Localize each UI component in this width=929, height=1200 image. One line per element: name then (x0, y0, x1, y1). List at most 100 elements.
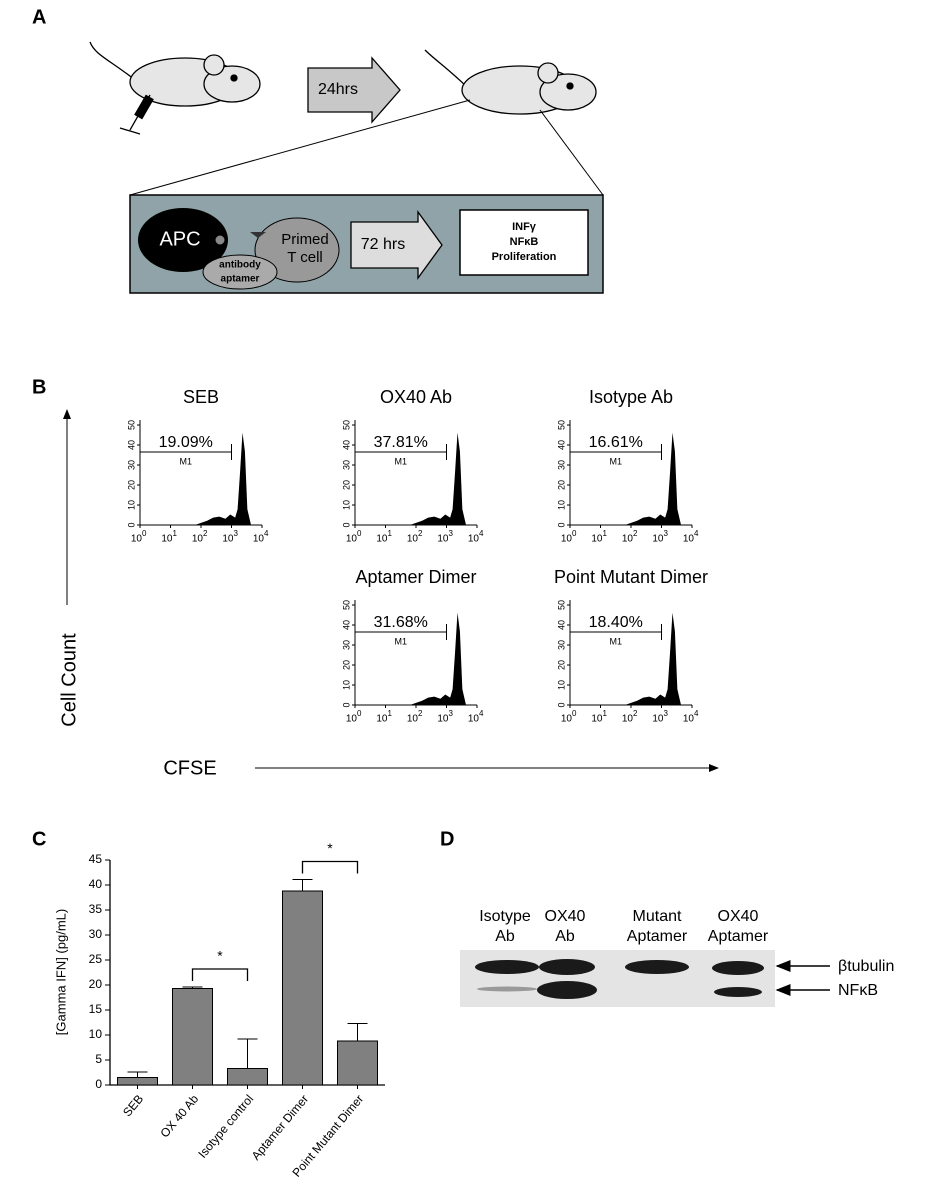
x-tick-label: 10 (407, 714, 419, 725)
bar (337, 1040, 378, 1086)
bar (172, 988, 213, 1086)
lane-label: Isotype (479, 908, 531, 925)
y-axis-title: Cell Count (58, 633, 80, 727)
apc-cell (138, 208, 228, 272)
x-tick-exponent: 3 (449, 529, 454, 538)
x-tick-label: 10 (192, 534, 204, 545)
y-tick-label: 50 (126, 420, 136, 430)
error-bar (292, 879, 313, 891)
x-tick-exponent: 1 (603, 709, 608, 718)
x-tick-label: 10 (683, 714, 695, 725)
x-tick-label: 10 (652, 534, 664, 545)
x-tick-label: 10 (161, 534, 173, 545)
bar (117, 1077, 158, 1086)
x-tick-label: 10 (591, 534, 603, 545)
outcome: Proliferation (492, 251, 557, 263)
step-label: 72 hrs (361, 236, 405, 253)
x-tick-exponent: 2 (203, 529, 208, 538)
y-tick-label: 30 (341, 640, 351, 650)
lane-label: Aptamer (627, 928, 688, 945)
lane-label: Ab (555, 928, 575, 945)
y-tick-label: 0 (126, 522, 136, 527)
x-tick-label: 10 (407, 534, 419, 545)
t-cell (254, 217, 340, 283)
y-tick-label: 0 (341, 702, 351, 707)
gate-label: M1 (609, 456, 622, 466)
gate-percent: 19.09% (159, 434, 213, 451)
gate (354, 444, 447, 460)
y-tick-label: 50 (556, 420, 566, 430)
x-tick-label: Isotype control (195, 1092, 256, 1161)
panel-label: A (32, 6, 46, 28)
y-tick-label: 0 (95, 1077, 102, 1091)
x-tick-exponent: 3 (664, 709, 669, 718)
x-tick-label: 10 (346, 714, 358, 725)
x-tick-exponent: 3 (234, 529, 239, 538)
x-tick-exponent: 3 (664, 529, 669, 538)
gate-percent: 18.40% (589, 614, 643, 631)
x-tick-label: 10 (561, 534, 573, 545)
lane-label: Aptamer (708, 928, 769, 945)
y-axis-title: [Gamma IFN] (pg/mL) (53, 909, 68, 1035)
x-tick-label: 10 (468, 534, 480, 545)
x-tick-label: Aptamer Dimer (249, 1092, 312, 1163)
x-tick-label: 10 (622, 534, 634, 545)
blot (460, 950, 775, 1007)
y-tick-label: 50 (556, 600, 566, 610)
x-tick-exponent: 2 (418, 709, 423, 718)
arrow-box (307, 56, 401, 124)
band-label: NFκB (838, 982, 878, 999)
x-tick-exponent: 2 (633, 709, 638, 718)
panel-label: B (32, 376, 46, 398)
x-tick-label: 10 (376, 714, 388, 725)
y-tick-label: 30 (89, 927, 103, 941)
y-tick-label: 50 (341, 600, 351, 610)
x-tick-exponent: 1 (173, 529, 178, 538)
x-tick-label: 10 (222, 534, 234, 545)
ligand-label: aptamer (221, 274, 260, 285)
mouse (424, 49, 597, 115)
y-tick-label: 10 (126, 500, 136, 510)
x-tick-exponent: 1 (603, 529, 608, 538)
gate-label: M1 (609, 636, 622, 646)
y-tick-label: 40 (341, 620, 351, 630)
histogram-title: Isotype Ab (589, 387, 673, 407)
x-axis-title: CFSE (163, 757, 216, 779)
lane-label: Ab (495, 928, 515, 945)
y-tick-label: 30 (341, 460, 351, 470)
receptor (214, 234, 226, 246)
x-tick-exponent: 0 (572, 709, 577, 718)
t-cell-label: Primed (281, 231, 329, 248)
x-tick-label: 10 (561, 714, 573, 725)
y-tick-label: 40 (341, 440, 351, 450)
histogram-title: OX40 Ab (380, 387, 452, 407)
y-tick-label: 10 (89, 1027, 103, 1041)
y-tick-label: 40 (556, 440, 566, 450)
x-tick-label: 10 (591, 714, 603, 725)
x-tick-exponent: 4 (479, 529, 484, 538)
arrow-box (350, 210, 443, 280)
apc-label: APC (159, 228, 200, 250)
y-tick-label: 30 (126, 460, 136, 470)
outcome: NFκB (510, 236, 539, 248)
gate-label: M1 (394, 456, 407, 466)
y-tick-label: 0 (556, 702, 566, 707)
x-tick-exponent: 1 (388, 529, 393, 538)
histogram-title: Point Mutant Dimer (554, 567, 708, 587)
bar (282, 890, 323, 1086)
ligand (202, 254, 278, 290)
y-tick-label: 30 (556, 640, 566, 650)
zoom-line (129, 99, 471, 196)
x-tick-exponent: 0 (357, 709, 362, 718)
x-tick-label: 10 (468, 714, 480, 725)
outcome-box (459, 209, 589, 276)
y-tick-label: 10 (341, 680, 351, 690)
gate-percent: 31.68% (374, 614, 428, 631)
y-tick-label: 30 (556, 460, 566, 470)
x-tick-label: 10 (376, 534, 388, 545)
error-bar (237, 1038, 258, 1069)
x-tick-exponent: 2 (418, 529, 423, 538)
y-tick-label: 20 (341, 480, 351, 490)
tcr (250, 232, 266, 238)
